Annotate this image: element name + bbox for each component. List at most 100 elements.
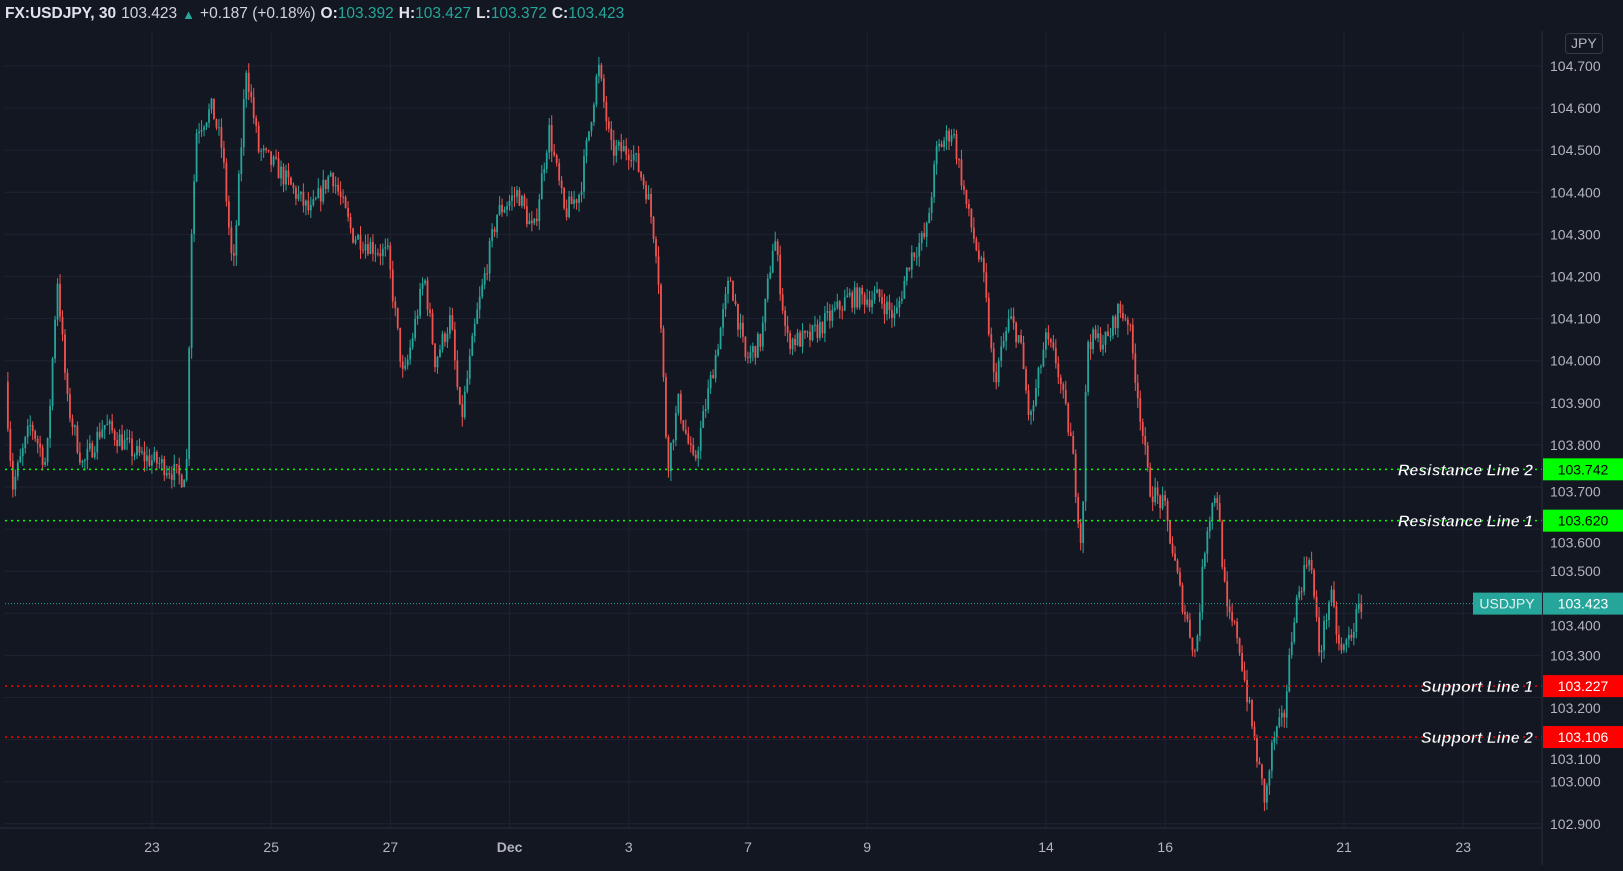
candle-body — [535, 218, 538, 222]
low-label: L: — [476, 5, 491, 22]
candle-body — [1020, 335, 1022, 343]
candle-body — [1114, 316, 1117, 329]
time-tick-label: 23 — [1455, 839, 1471, 855]
candle-body — [1069, 432, 1072, 436]
candle-body — [1206, 531, 1209, 554]
candle-body — [1285, 691, 1288, 718]
symbol-title[interactable]: FX:USDJPY, 30 — [5, 5, 117, 22]
candle-body — [61, 316, 64, 335]
candle-body — [704, 409, 707, 411]
candle-body — [51, 358, 54, 407]
candle-body — [242, 99, 245, 148]
candle-body — [712, 375, 715, 379]
candle-body — [1186, 614, 1189, 620]
candle-body — [297, 194, 300, 199]
candle-body — [391, 269, 394, 302]
candle-body — [1007, 318, 1010, 331]
candle-body — [1156, 487, 1159, 496]
candle-body — [501, 204, 503, 213]
candle-body — [1134, 353, 1137, 383]
candle-body — [766, 278, 769, 299]
candle-body — [446, 333, 449, 342]
price-tick-label: 103.500 — [1550, 563, 1601, 579]
candle-body — [575, 199, 578, 203]
candle-body — [44, 461, 47, 465]
candle-body — [682, 420, 685, 430]
candle-body — [583, 156, 585, 192]
candle-body — [319, 188, 322, 202]
candle-body — [257, 125, 260, 152]
candle-body — [598, 64, 600, 77]
candle-body — [990, 334, 993, 349]
candle-body — [975, 238, 978, 251]
currency-button[interactable]: JPY — [1565, 33, 1603, 54]
candle-body — [791, 338, 794, 350]
candle-body — [304, 200, 307, 206]
candle-body — [826, 311, 829, 314]
candle-body — [881, 297, 883, 304]
candle-body — [943, 140, 945, 148]
candle-body — [866, 299, 869, 305]
candle-body — [1228, 606, 1231, 613]
candle-body — [945, 130, 948, 141]
candle-body — [771, 250, 774, 273]
candle-body — [66, 372, 69, 394]
price-tick-label: 104.100 — [1550, 311, 1601, 327]
candle-body — [637, 153, 640, 172]
resistance-price-label: 103.620 — [1558, 513, 1609, 529]
price-tick-label: 103.900 — [1550, 395, 1601, 411]
candle-body — [399, 327, 402, 362]
time-tick-label: 23 — [144, 839, 160, 855]
candle-body — [282, 166, 285, 185]
candle-body — [195, 133, 198, 182]
candle-body — [1032, 405, 1035, 412]
candle-body — [1169, 521, 1171, 544]
candle-body — [1141, 421, 1144, 436]
candle-body — [985, 272, 988, 298]
time-tick-label: 25 — [263, 839, 279, 855]
candle-body — [1112, 316, 1114, 336]
candle-body — [406, 359, 409, 366]
candle-body — [1146, 445, 1149, 468]
candle-body — [1072, 435, 1075, 454]
candle-body — [1010, 316, 1013, 319]
candle-body — [496, 214, 498, 233]
candle-body — [1253, 726, 1256, 739]
candle-body — [1278, 717, 1281, 727]
candle-body — [86, 448, 89, 460]
candle-body — [255, 117, 258, 126]
candle-body — [734, 300, 737, 305]
candle-body — [1121, 312, 1124, 319]
candle-body — [538, 199, 541, 222]
candle-body — [165, 473, 168, 476]
price-axis[interactable]: 102.900 103.000 103.100 103.200 103.300 103.4… — [1550, 58, 1601, 832]
candle-body — [1273, 737, 1276, 743]
candle-body — [1052, 342, 1055, 348]
candle-body — [354, 239, 357, 243]
candle-body — [953, 134, 955, 136]
time-tick-label: 27 — [383, 839, 399, 855]
candle-body — [838, 301, 841, 310]
candle-body — [1104, 331, 1107, 345]
candle-body — [98, 431, 101, 438]
candle-body — [1189, 619, 1191, 638]
candle-body — [1079, 523, 1082, 543]
price-tick-label: 103.800 — [1550, 437, 1601, 453]
candle-body — [876, 289, 878, 294]
resistance-price-box — [1543, 509, 1623, 532]
candle-body — [1136, 382, 1139, 399]
candle-body — [1248, 700, 1251, 702]
candle-body — [1035, 388, 1037, 406]
candle-body — [518, 190, 521, 206]
support-price-label: 103.227 — [1558, 678, 1609, 694]
candle-body — [1087, 341, 1090, 392]
candle-body — [230, 227, 233, 254]
candle-body — [133, 455, 136, 457]
time-axis[interactable]: 23 25 27 Dec 3 7 9 14 16 21 23 — [144, 839, 1471, 855]
candle-body — [312, 199, 315, 206]
candle-body — [640, 171, 643, 178]
candle-body — [955, 134, 958, 160]
candle-body — [714, 354, 717, 379]
